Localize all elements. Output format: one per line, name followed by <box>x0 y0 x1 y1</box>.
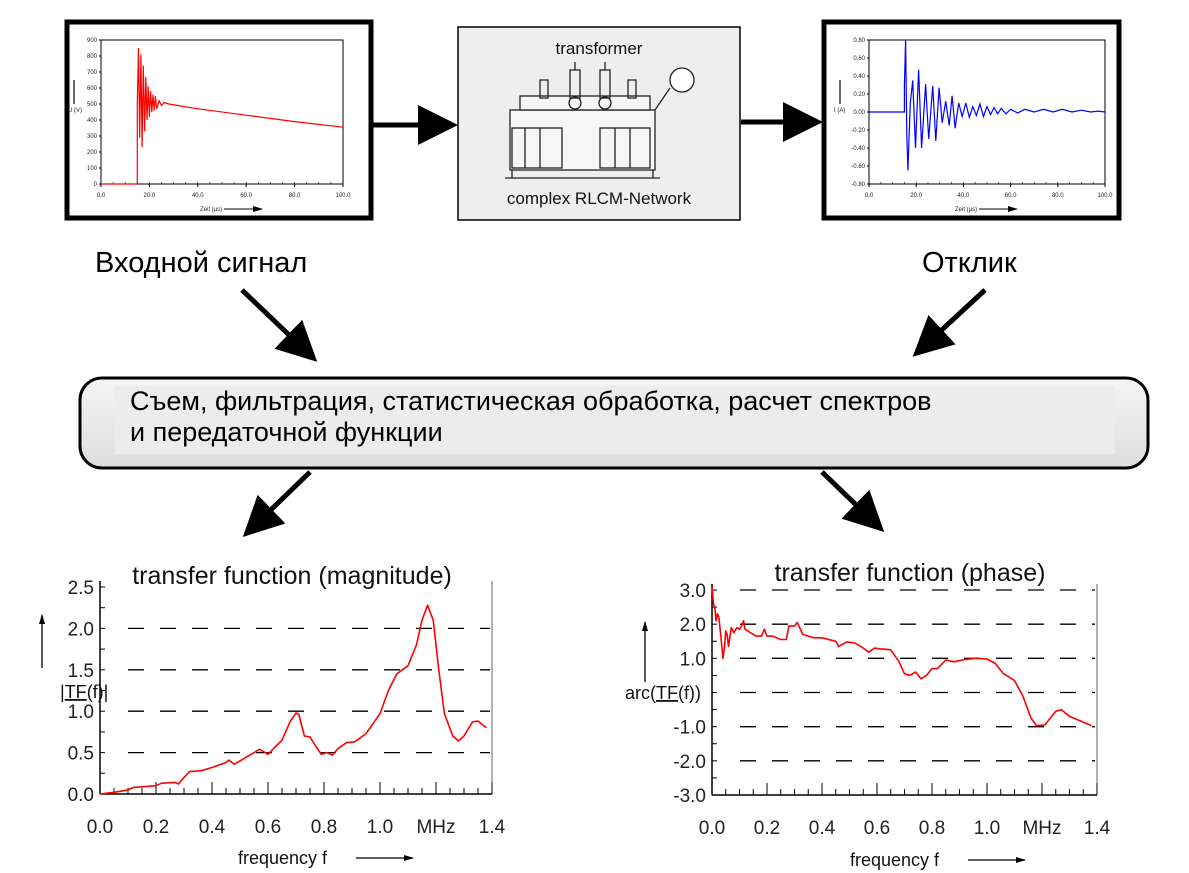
series-line <box>869 39 1106 171</box>
x-tick-label: 100.0 <box>335 193 351 199</box>
y-tick-label: -0.80 <box>851 182 865 188</box>
y-tick-label: 700 <box>87 70 98 76</box>
x-tick-label: 60.0 <box>240 193 252 199</box>
x-tick-label: 0.6 <box>864 818 890 839</box>
arrow-to-phase <box>820 470 885 532</box>
y-tick-label: 200 <box>87 150 98 156</box>
y-tick-label: 0.0 <box>68 785 94 806</box>
x-tick-label: 0.2 <box>143 817 169 838</box>
y-tick-label: 3.0 <box>680 581 706 602</box>
x-tick-label: 40.0 <box>192 193 204 199</box>
x-tick-label: 0.0 <box>865 193 874 199</box>
y-tick-label: 0.00 <box>853 110 865 116</box>
y-tick-label: 600 <box>87 86 98 92</box>
x-tick-label: MHz <box>1022 818 1061 839</box>
response-frame <box>821 19 1122 221</box>
chart-title: transfer function (phase) <box>775 559 1046 587</box>
input-signal-label: Входной сигнал <box>95 247 307 279</box>
transformer-drawing <box>505 62 695 179</box>
y-tick-label: 2.5 <box>68 578 94 599</box>
y-tick-label: 2.0 <box>68 619 94 640</box>
y-tick-label: -0.40 <box>851 146 865 152</box>
arrow-down-right <box>912 288 987 357</box>
x-tick-label: 20.0 <box>144 193 156 199</box>
input-signal-chart: 0 100 200 300 400 500 600 700 800 900 0.0 20.0 40.0 6… <box>68 38 351 213</box>
x-tick-label: 80.0 <box>1052 193 1064 199</box>
x-tick-label: 0.0 <box>87 817 113 838</box>
y-axis-label: |TF(f)| <box>60 682 108 702</box>
chart-title: transfer function (magnitude) <box>132 562 452 590</box>
y-axis-label: arc(TF(f)) <box>625 683 701 703</box>
x-tick-label: 1.0 <box>974 818 1000 839</box>
y-tick-label: 900 <box>87 38 98 44</box>
x-tick-label: 100.0 <box>1097 193 1113 199</box>
y-tick-label: 500 <box>87 102 98 108</box>
x-tick-label: 80.0 <box>289 193 301 199</box>
x-tick-label: 0.0 <box>699 818 725 839</box>
processing-text-line2: и передаточной функции <box>130 417 443 447</box>
x-axis-label: Zeit (µs) <box>955 207 977 213</box>
x-tick-label: 0.8 <box>311 817 337 838</box>
y-tick-label: 0.60 <box>853 56 865 62</box>
y-tick-label: -3.0 <box>673 786 706 807</box>
y-tick-label: 0.40 <box>853 74 865 80</box>
arrow-down-left <box>240 288 318 362</box>
y-tick-label: 0.5 <box>68 744 94 765</box>
x-tick-label: 1.4 <box>479 817 506 838</box>
response-chart: -0.80 -0.60 -0.40 -0.20 0.00 0.20 0.40 0.60 0.80… <box>834 38 1113 213</box>
transformer-caption: complex RLCM-Network <box>507 189 692 208</box>
y-tick-label: 0.20 <box>853 92 865 98</box>
series-line <box>101 47 344 185</box>
arrow-to-magnitude <box>242 470 312 537</box>
y-tick-label: 300 <box>87 134 98 140</box>
x-tick-label: 60.0 <box>1005 193 1017 199</box>
x-tick-label: 40.0 <box>958 193 970 199</box>
transformer-title: transformer <box>556 39 643 58</box>
y-tick-label: -1.0 <box>673 718 706 739</box>
response-label: Отклик <box>922 247 1017 279</box>
x-axis-label: frequency f <box>238 848 328 868</box>
y-tick-label: 400 <box>87 118 98 124</box>
x-tick-label: 0.6 <box>255 817 281 838</box>
y-tick-label: 0.80 <box>853 38 865 44</box>
x-tick-label: MHz <box>416 817 455 838</box>
x-axis-label: frequency f <box>850 850 940 870</box>
x-tick-label: 1.4 <box>1084 818 1111 839</box>
y-tick-label: 1.5 <box>68 661 94 682</box>
x-axis-label: Zeit (µs) <box>200 207 222 213</box>
x-tick-label: 0.2 <box>754 818 780 839</box>
series-line <box>711 586 1092 727</box>
x-tick-label: 0.8 <box>919 818 945 839</box>
x-tick-label: 0.0 <box>97 193 106 199</box>
y-tick-label: 2.0 <box>680 615 706 636</box>
x-tick-label: 0.4 <box>809 818 836 839</box>
series-line <box>99 604 487 795</box>
y-tick-label: 1.0 <box>680 649 706 670</box>
x-tick-label: 20.0 <box>910 193 922 199</box>
magnitude-chart: transfer function (magnitude) 0.0 0.5 1.0 1.… <box>39 562 506 868</box>
y-tick-label: -0.20 <box>851 128 865 134</box>
y-tick-label: 0 <box>94 182 98 188</box>
transformer-box: transformer complex RLCM-Network <box>457 26 741 221</box>
input-signal-frame <box>64 19 374 221</box>
y-tick-label: 1.0 <box>68 702 94 723</box>
y-axis-label: I (A) <box>834 108 845 114</box>
processing-box: Съем, фильтрация, статистическая обработ… <box>78 376 1150 470</box>
processing-text-line1: Съем, фильтрация, статистическая обработ… <box>130 386 932 416</box>
y-tick-label: -2.0 <box>673 752 706 773</box>
y-axis-label: U (V) <box>68 108 82 114</box>
y-tick-label: 100 <box>87 166 98 172</box>
y-tick-label: 800 <box>87 54 98 60</box>
x-tick-label: 0.4 <box>199 817 226 838</box>
phase-chart: transfer function (phase) -3.0 -2.0 -1.0 1.0… <box>625 559 1111 870</box>
x-tick-label: 1.0 <box>367 817 393 838</box>
y-tick-label: -0.60 <box>851 164 865 170</box>
